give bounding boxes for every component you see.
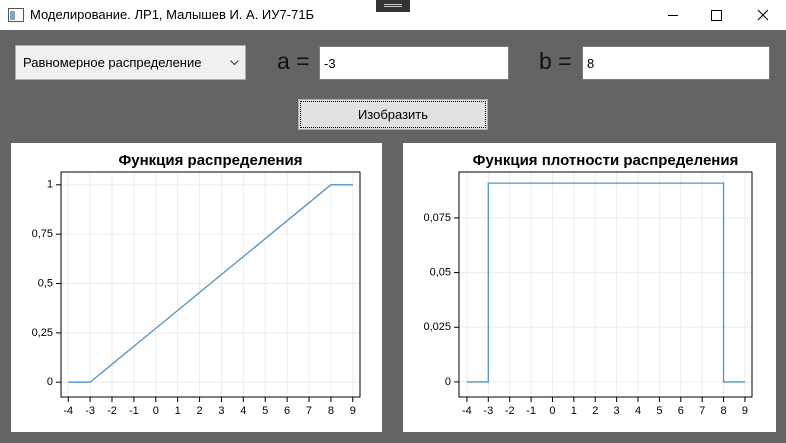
panel-background: [403, 143, 776, 432]
plot-frame: [458, 171, 753, 398]
x-tick-label: 1: [175, 405, 181, 417]
y-tick-label: 0: [445, 376, 451, 388]
x-tick-label: 5: [262, 405, 268, 417]
plot-frame: [60, 171, 361, 398]
distribution-combobox[interactable]: Равномерное распределение: [15, 45, 246, 80]
x-tick-label: -2: [107, 405, 117, 417]
x-tick-label: -4: [462, 405, 472, 417]
app-icon: [8, 8, 24, 22]
combobox-text: Равномерное распределение: [23, 55, 202, 70]
x-tick-label: 3: [614, 405, 620, 417]
x-tick-label: 9: [742, 405, 748, 417]
x-tick-label: 2: [196, 405, 202, 417]
plot-button[interactable]: Изобразить: [298, 99, 488, 130]
chart-panel: Функция плотности распределения -4 -3 -2 -1 0…: [403, 143, 776, 432]
x-tick-label: -3: [483, 405, 493, 417]
x-tick-label: 7: [699, 405, 705, 417]
y-tick-label: 0,75: [32, 228, 53, 240]
y-tick-label: 0,075: [423, 212, 451, 224]
x-tick-label: -1: [526, 405, 536, 417]
x-tick-label: -3: [85, 405, 95, 417]
y-tick-label: 0,05: [430, 266, 451, 278]
x-tick-label: 1: [571, 405, 577, 417]
x-tick-label: 6: [284, 405, 290, 417]
chart-title: Функция плотности распределения: [473, 152, 739, 169]
x-tick-label: -1: [129, 405, 139, 417]
x-tick-label: 8: [328, 405, 334, 417]
a-input[interactable]: -3: [319, 46, 509, 80]
window-title: Моделирование. ЛР1, Малышев И. А. ИУ7-71…: [30, 7, 315, 22]
a-label: a =: [277, 48, 310, 74]
x-tick-label: 5: [656, 405, 662, 417]
x-tick-label: 8: [720, 405, 726, 417]
chart-panel: Функция распределения -4 -3 -2 -1 0 1 2 3 4 5 6 7 8 9 0…: [11, 143, 382, 432]
y-tick-label: 1: [47, 179, 53, 191]
chart-title: Функция распределения: [118, 152, 302, 169]
data-line: [68, 184, 353, 383]
snap-handle: [376, 0, 410, 12]
y-tick-label: 0,025: [423, 321, 451, 333]
x-tick-label: -4: [63, 405, 73, 417]
close-button[interactable]: [757, 9, 769, 21]
y-tick-label: 0: [47, 376, 53, 388]
maximize-button[interactable]: [711, 10, 722, 21]
a-input-text: -3: [324, 55, 336, 71]
dropdown-arrow: [230, 60, 239, 66]
b-input-text: 8: [587, 55, 595, 71]
x-tick-label: 2: [592, 405, 598, 417]
b-input[interactable]: 8: [582, 46, 770, 80]
panel-background: [11, 143, 382, 432]
x-tick-label: 4: [635, 405, 641, 417]
x-tick-label: 9: [350, 405, 356, 417]
x-tick-label: 3: [218, 405, 224, 417]
b-label: b =: [539, 48, 572, 74]
x-tick-label: 4: [240, 405, 246, 417]
y-tick-label: 0,25: [32, 327, 53, 339]
x-tick-label: 0: [549, 405, 555, 417]
x-tick-label: 7: [306, 405, 312, 417]
data-line: [466, 182, 745, 383]
title-bar: Моделирование. ЛР1, Малышев И. А. ИУ7-71…: [0, 0, 786, 30]
x-tick-label: 0: [153, 405, 159, 417]
window-buttons[interactable]: [650, 0, 786, 30]
x-tick-label: 6: [678, 405, 684, 417]
x-tick-label: -2: [505, 405, 515, 417]
y-tick-label: 0,5: [38, 277, 53, 289]
